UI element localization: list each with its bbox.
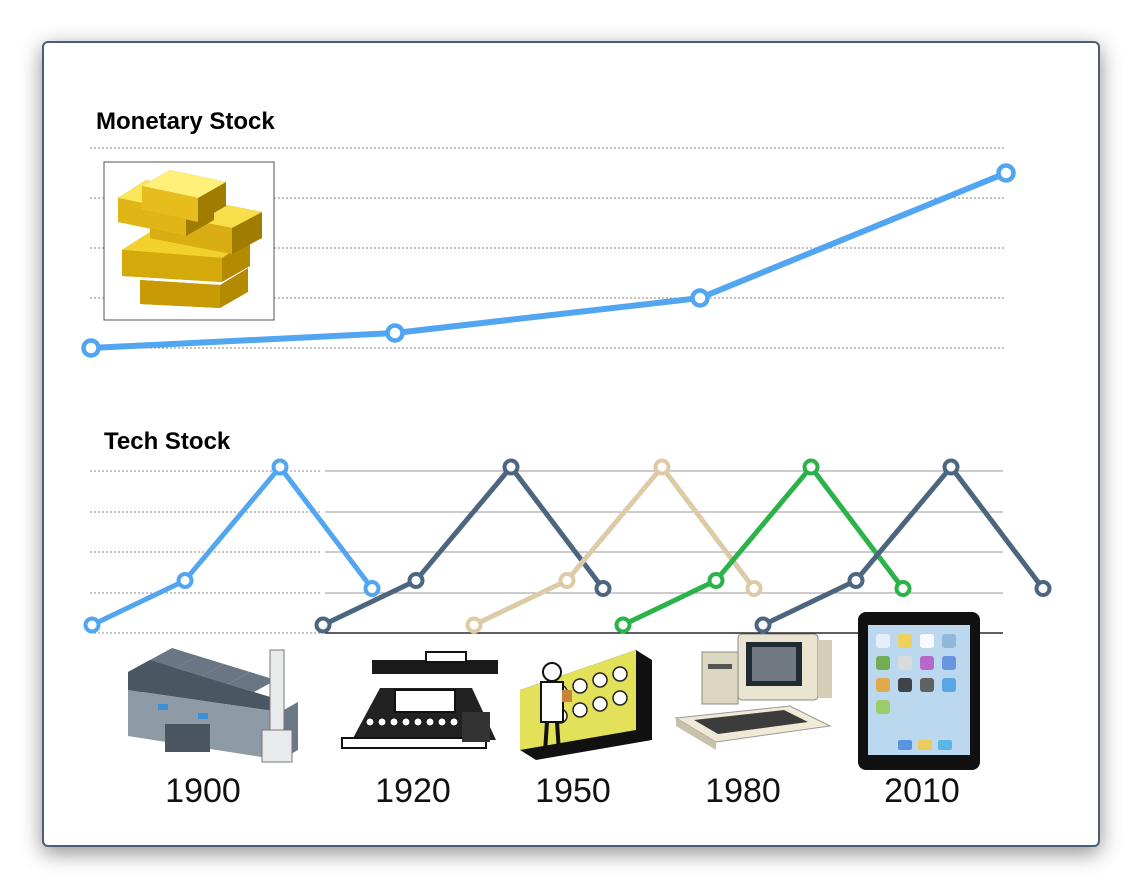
mainframe-computer-icon	[520, 650, 652, 760]
monetary-point-2010	[996, 163, 1016, 183]
year-label-1980: 1980	[705, 772, 781, 810]
tech-wave-point	[942, 458, 960, 476]
gold-bars-icon	[103, 161, 275, 321]
tech-wave-point	[314, 616, 332, 634]
typewriter-icon	[341, 651, 498, 749]
tech-wave-line-1980	[621, 464, 905, 628]
tech-wave-point	[502, 458, 520, 476]
monetary-point-1900	[81, 338, 101, 358]
tech-wave-point	[594, 580, 612, 598]
tech-wave-point	[83, 616, 101, 634]
tech-wave-point	[707, 571, 725, 589]
tech-wave-point	[558, 571, 576, 589]
tech-stock-title: Tech Stock	[104, 428, 231, 455]
tech-wave-point	[745, 580, 763, 598]
tech-wave-line-1920	[321, 464, 605, 628]
tech-wave-line-1900	[90, 464, 374, 628]
tech-gridlines	[90, 470, 1003, 634]
monetary-point-1950	[690, 288, 710, 308]
tech-wave-point	[754, 616, 772, 634]
year-label-1900: 1900	[165, 772, 241, 810]
tech-wave-point	[614, 616, 632, 634]
tech-wave-point	[802, 458, 820, 476]
tech-wave-point	[1034, 580, 1052, 598]
tech-wave-point	[271, 458, 289, 476]
tech-wave-point	[894, 580, 912, 598]
monetary-line	[90, 170, 1008, 351]
tech-wave-point	[465, 616, 483, 634]
tech-series	[83, 458, 1052, 634]
personal-computer-icon	[674, 633, 832, 750]
factory-icon	[128, 648, 298, 763]
tech-wave-line-1950	[472, 464, 756, 628]
monetary-series	[81, 163, 1016, 358]
tech-wave-point	[653, 458, 671, 476]
monetary-point-1920	[385, 323, 405, 343]
tech-wave-line-2010	[761, 464, 1045, 628]
year-label-1950: 1950	[535, 772, 611, 810]
monetary-stock-title: Monetary Stock	[96, 108, 275, 135]
tech-wave-point	[176, 571, 194, 589]
tech-wave-point	[363, 580, 381, 598]
tablet-icon	[858, 612, 980, 770]
tech-wave-point	[407, 571, 425, 589]
year-label-1920: 1920	[375, 772, 451, 810]
tech-wave-point	[847, 571, 865, 589]
year-label-2010: 2010	[884, 772, 960, 810]
